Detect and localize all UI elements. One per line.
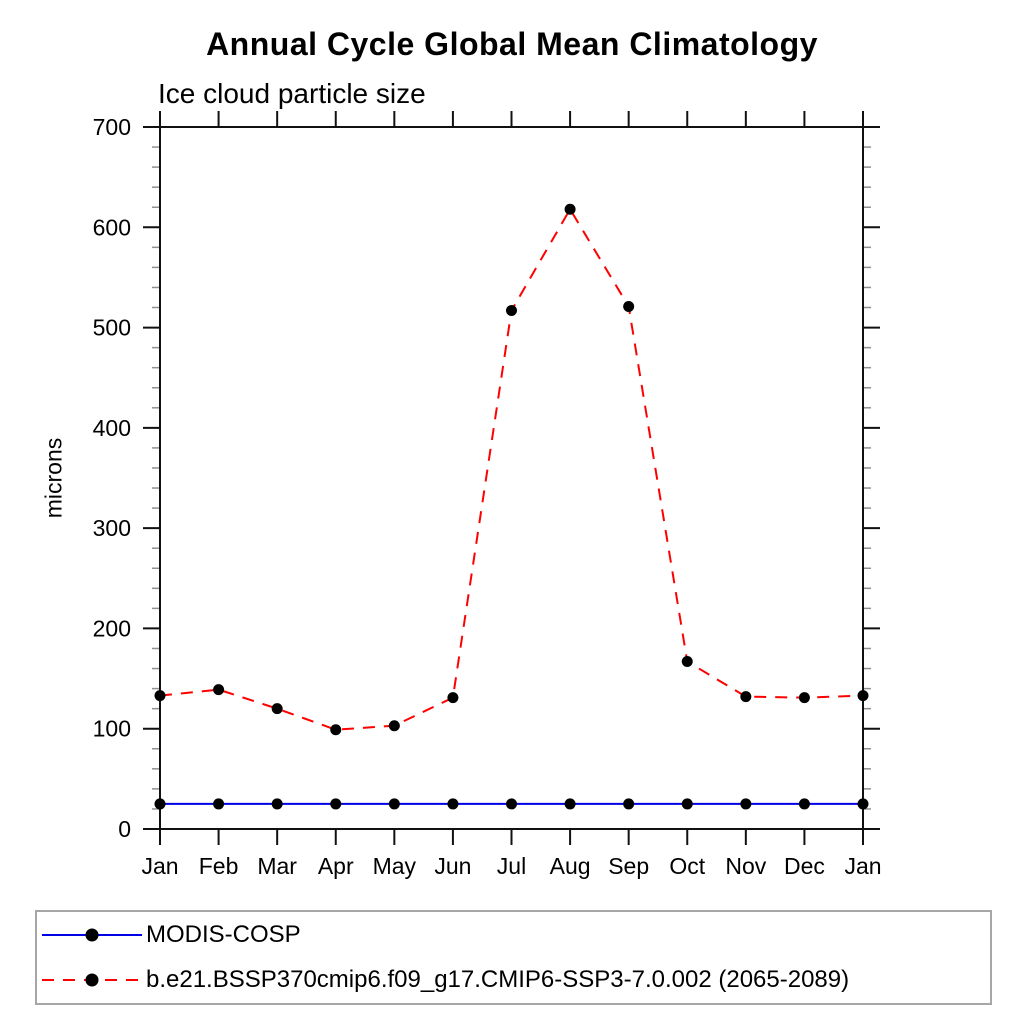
- series-line-1: [159, 207, 864, 731]
- data-point-marker: [213, 798, 225, 810]
- x-tick-label: Sep: [608, 853, 649, 879]
- legend-line-swatch: [42, 928, 142, 942]
- y-tick-label: 400: [93, 415, 131, 441]
- data-point-marker: [681, 798, 693, 810]
- data-point-marker: [330, 724, 342, 736]
- data-point-marker: [681, 656, 693, 668]
- y-tick-label: 500: [93, 315, 131, 341]
- y-tick-label: 100: [93, 716, 131, 742]
- x-tick-label: Jul: [497, 853, 526, 879]
- y-tick-label: 300: [93, 515, 131, 541]
- legend-marker: [85, 928, 99, 942]
- data-point-marker: [154, 690, 166, 702]
- data-point-marker: [154, 798, 166, 810]
- y-tick-label: 600: [93, 214, 131, 240]
- data-point-marker: [798, 692, 810, 704]
- data-point-marker: [623, 301, 635, 313]
- x-tick-label: May: [373, 853, 417, 879]
- chart-subtitle: Ice cloud particle size: [158, 78, 426, 109]
- legend-box: MODIS-COSP b.e21.BSSP370cmip6.f09_g17.CM…: [35, 910, 992, 1005]
- x-tick-label: Mar: [257, 853, 297, 879]
- data-point-marker: [213, 684, 225, 696]
- data-point-marker: [447, 692, 459, 704]
- data-point-marker: [740, 691, 752, 703]
- data-point-marker: [388, 720, 400, 732]
- data-point-marker: [564, 203, 576, 215]
- x-tick-label: Nov: [725, 853, 766, 879]
- x-tick-label: Apr: [318, 853, 354, 879]
- data-point-marker: [506, 798, 517, 810]
- chart-title: Annual Cycle Global Mean Climatology: [206, 26, 818, 62]
- x-tick-label: Feb: [199, 853, 239, 879]
- x-tick-label: Jun: [434, 853, 471, 879]
- data-point-marker: [330, 798, 342, 810]
- legend-label: MODIS-COSP: [146, 921, 301, 948]
- x-tick-label: Jan: [141, 853, 178, 879]
- x-tick-label: Dec: [784, 853, 825, 879]
- legend-label: b.e21.BSSP370cmip6.f09_g17.CMIP6-SSP3-7.…: [146, 966, 850, 993]
- legend-line-swatch: [42, 973, 142, 987]
- data-point-marker: [623, 798, 635, 810]
- legend-item-model-run: b.e21.BSSP370cmip6.f09_g17.CMIP6-SSP3-7.…: [37, 958, 990, 1003]
- y-tick-label: 200: [93, 615, 131, 641]
- data-point-marker: [506, 305, 517, 317]
- data-point-marker: [857, 798, 869, 810]
- y-tick-label: 0: [118, 816, 131, 842]
- legend-item-modis-cosp: MODIS-COSP: [37, 913, 990, 958]
- x-tick-label: Aug: [550, 853, 591, 879]
- data-point-marker: [271, 798, 283, 810]
- data-point-marker: [447, 798, 459, 810]
- data-point-marker: [388, 798, 400, 810]
- x-tick-label: Oct: [669, 853, 705, 879]
- data-point-marker: [271, 703, 283, 715]
- data-point-marker: [564, 798, 576, 810]
- data-point-marker: [857, 690, 869, 702]
- y-tick-label: 700: [93, 114, 131, 140]
- x-tick-label: Jan: [844, 853, 881, 879]
- data-point-marker: [798, 798, 810, 810]
- legend-marker: [85, 973, 99, 987]
- data-point-marker: [740, 798, 752, 810]
